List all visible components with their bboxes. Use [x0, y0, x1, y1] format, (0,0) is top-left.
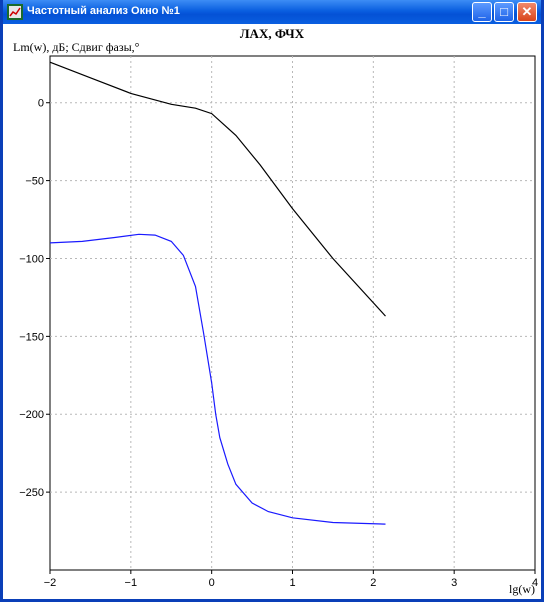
- minimize-button[interactable]: _: [472, 2, 492, 22]
- y-tick-label: −200: [19, 409, 44, 421]
- y-axis-label: Lm(w), дБ; Сдвиг фазы,°: [13, 40, 140, 54]
- x-tick-label: 0: [209, 577, 215, 589]
- chart-area: ЛАХ, ФЧХ Lm(w), дБ; Сдвиг фазы,° lg(w) −…: [3, 24, 541, 599]
- close-button[interactable]: ✕: [517, 2, 537, 22]
- series-line-phase: [49, 233, 386, 525]
- x-tick-label: −1: [125, 577, 138, 589]
- x-tick-label: 4: [532, 577, 538, 589]
- x-tick-label: 2: [370, 577, 376, 589]
- maximize-button[interactable]: □: [494, 2, 514, 22]
- x-tick-label: 1: [289, 577, 295, 589]
- x-tick-label: −2: [44, 577, 57, 589]
- y-tick-label: −250: [19, 487, 44, 499]
- y-tick-label: −150: [19, 331, 44, 343]
- chart-app-icon: [7, 4, 23, 20]
- y-tick-label: 0: [38, 98, 44, 110]
- window-title: Частотный анализ Окно №1: [27, 5, 180, 17]
- y-tick-label: −100: [19, 253, 44, 265]
- y-tick-label: −50: [25, 176, 44, 188]
- series-line-magnitude: [49, 61, 386, 317]
- title-bar[interactable]: Частотный анализ Окно №1 _ □ ✕: [3, 0, 541, 24]
- chart-title: ЛАХ, ФЧХ: [239, 26, 305, 41]
- x-axis-label: lg(w): [509, 582, 535, 596]
- bode-plot: −2 −1 0 1 2 3 4 0 −50 −100 −150 −200 −250: [19, 55, 538, 589]
- x-tick-label: 3: [451, 577, 457, 589]
